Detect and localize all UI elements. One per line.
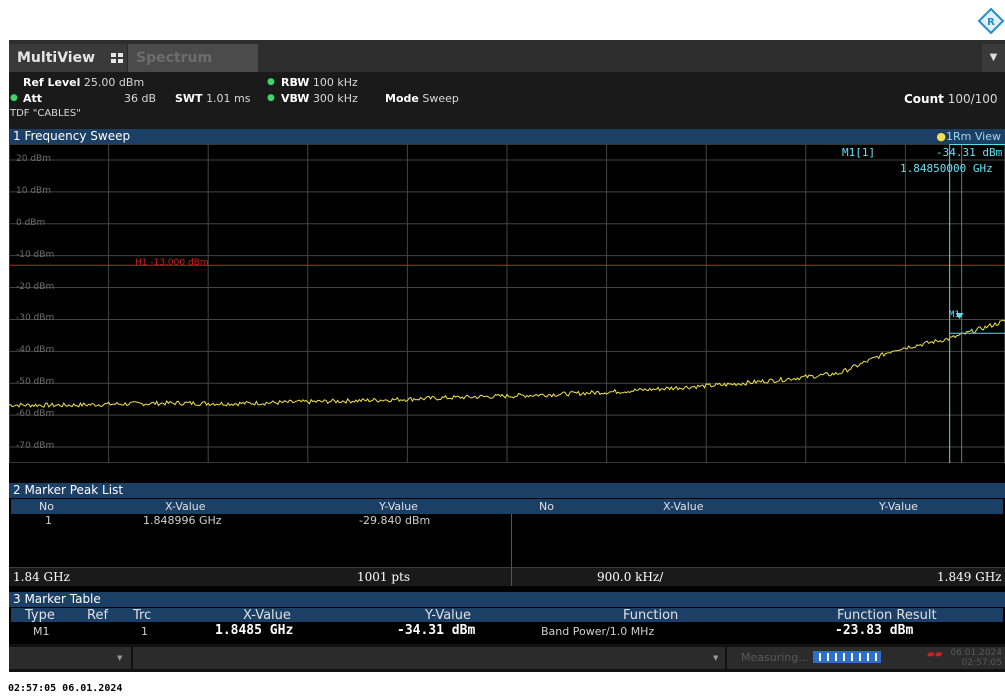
trace-line bbox=[9, 319, 1005, 408]
chevron-down-icon[interactable]: ▼ bbox=[982, 44, 1005, 72]
rs-logo-icon: R bbox=[978, 8, 1004, 34]
vbw[interactable]: VBW 300 kHz bbox=[281, 92, 358, 105]
marker-table-title: 3 Marker Table bbox=[13, 592, 101, 606]
marker-m1-triangle-icon bbox=[955, 312, 964, 319]
spectrum-plot-canvas bbox=[9, 144, 1005, 463]
col-no-2: No bbox=[539, 500, 554, 513]
peak-list-columns: No X-Value Y-Value No X-Value Y-Value bbox=[11, 499, 1003, 514]
y-axis-tick-label: -20 dBm bbox=[16, 281, 55, 292]
ref-level[interactable]: Ref Level 25.00 dBm bbox=[23, 76, 145, 89]
limit-line-label: H1 -13.000 dBm bbox=[135, 258, 209, 268]
y-axis-tick-label: -10 dBm bbox=[16, 249, 55, 260]
tab-multiview[interactable]: MultiView bbox=[9, 44, 127, 72]
start-frequency[interactable]: 1.84 GHz bbox=[13, 570, 70, 584]
mode[interactable]: Mode Sweep bbox=[385, 92, 459, 105]
span-per-division: 900.0 kHz/ bbox=[597, 570, 664, 584]
col-type: Type bbox=[25, 608, 55, 623]
marker-readout-level: -34.31 dBm bbox=[936, 146, 1003, 159]
y-axis-tick-label: 0 dBm bbox=[16, 217, 46, 228]
tab-spectrum-label: Spectrum bbox=[136, 50, 213, 66]
col-x-value-2: X-Value bbox=[663, 500, 704, 513]
tdf-label: TDF "CABLES" bbox=[10, 108, 81, 119]
col-function-result: Function Result bbox=[837, 608, 937, 623]
spectrum-plot[interactable]: 20 dBm 10 dBm 0 dBm -10 dBm -20 dBm -30 dBm -4… bbox=[9, 144, 1005, 586]
col-ref: Ref bbox=[87, 608, 109, 623]
att-coupled-dot-icon: ● bbox=[10, 93, 18, 103]
multiview-grid-icon bbox=[111, 53, 123, 63]
measuring-status: Measuring... bbox=[741, 651, 809, 664]
chevron-down-icon: ▼ bbox=[713, 654, 719, 662]
rbw[interactable]: RBW 100 kHz bbox=[281, 76, 358, 89]
svg-text:R: R bbox=[987, 17, 995, 28]
rf-overload-icon: ▰▰ bbox=[927, 649, 943, 660]
marker-table-columns: Type Ref Trc X-Value Y-Value Function Fu… bbox=[11, 608, 1003, 623]
peak-list-divider bbox=[511, 514, 512, 586]
sweep-points[interactable]: 1001 pts bbox=[357, 570, 411, 584]
swt[interactable]: SWT 1.01 ms bbox=[175, 92, 251, 105]
y-axis-tick-label: 10 dBm bbox=[16, 185, 51, 196]
vbw-coupled-dot-icon: ● bbox=[267, 93, 275, 103]
tab-bar: MultiView Spectrum ▼ bbox=[9, 40, 1005, 72]
y-axis-tick-label: -60 dBm bbox=[16, 409, 55, 420]
chevron-down-icon: ▼ bbox=[117, 654, 123, 662]
y-axis-tick-label: 20 dBm bbox=[16, 153, 51, 164]
status-datetime: 06.01.2024 02:57:05 bbox=[950, 648, 1002, 668]
tab-spectrum[interactable]: Spectrum bbox=[128, 44, 258, 72]
peak-list-title: 2 Marker Peak List bbox=[13, 483, 124, 497]
sweep-window-title: 1 Frequency Sweep bbox=[13, 129, 131, 143]
col-trc: Trc bbox=[133, 608, 152, 623]
settings-info-panel: Ref Level 25.00 dBm ● RBW 100 kHz ● Att … bbox=[9, 72, 1005, 129]
trace-view-indicator: ●1Rm View bbox=[936, 130, 1001, 143]
col-x-value: X-Value bbox=[165, 500, 206, 513]
screenshot-timestamp: 02:57:05 06.01.2024 bbox=[8, 683, 123, 694]
peak-list-header[interactable]: 2 Marker Peak List bbox=[9, 483, 1005, 498]
col-y-value-2: Y-Value bbox=[879, 500, 918, 513]
sweep-progress-bar bbox=[813, 651, 881, 663]
analyzer-window: MultiView Spectrum ▼ Ref Level 25.00 dBm… bbox=[9, 40, 1005, 672]
trace-dot-icon: ● bbox=[936, 130, 947, 143]
rbw-coupled-dot-icon: ● bbox=[267, 77, 275, 87]
marker-readout-freq: 1.84850000 GHz bbox=[900, 162, 993, 175]
y-axis-tick-label: -50 dBm bbox=[16, 377, 55, 388]
stop-frequency[interactable]: 1.849 GHz bbox=[937, 570, 1002, 584]
tab-multiview-label: MultiView bbox=[17, 50, 96, 66]
status-dropdown-left[interactable]: ▼ bbox=[9, 647, 131, 669]
y-axis-tick-label: -70 dBm bbox=[16, 441, 55, 452]
marker-table-header[interactable]: 3 Marker Table bbox=[9, 592, 1005, 607]
sweep-count: Count 100/100 bbox=[904, 92, 998, 106]
col-y-value: Y-Value bbox=[425, 608, 472, 623]
sweep-window-header[interactable]: 1 Frequency Sweep ●1Rm View bbox=[9, 129, 1005, 144]
col-function: Function bbox=[623, 608, 679, 623]
col-no: No bbox=[39, 500, 54, 513]
col-x-value: X-Value bbox=[243, 608, 291, 623]
y-axis-tick-label: -30 dBm bbox=[16, 313, 55, 324]
status-dropdown-middle[interactable]: ▼ bbox=[133, 647, 725, 669]
frequency-axis-footer: 1.84 GHz 1001 pts 900.0 kHz/ 1.849 GHz bbox=[9, 567, 1005, 586]
marker-readout-name: M1[1] bbox=[842, 146, 876, 159]
measurement-status: Measuring... ▰▰ 06.01.2024 02:57:05 bbox=[727, 647, 1005, 669]
status-bar: ▼ ▼ Measuring... ▰▰ 06.01.2024 02:57:05 bbox=[9, 644, 1005, 672]
att-label: Att bbox=[23, 92, 43, 105]
col-y-value: Y-Value bbox=[379, 500, 418, 513]
att-value[interactable]: 36 dB bbox=[124, 92, 157, 105]
marker-m1-label[interactable]: M1 bbox=[949, 310, 960, 320]
y-axis-tick-label: -40 dBm bbox=[16, 345, 55, 356]
